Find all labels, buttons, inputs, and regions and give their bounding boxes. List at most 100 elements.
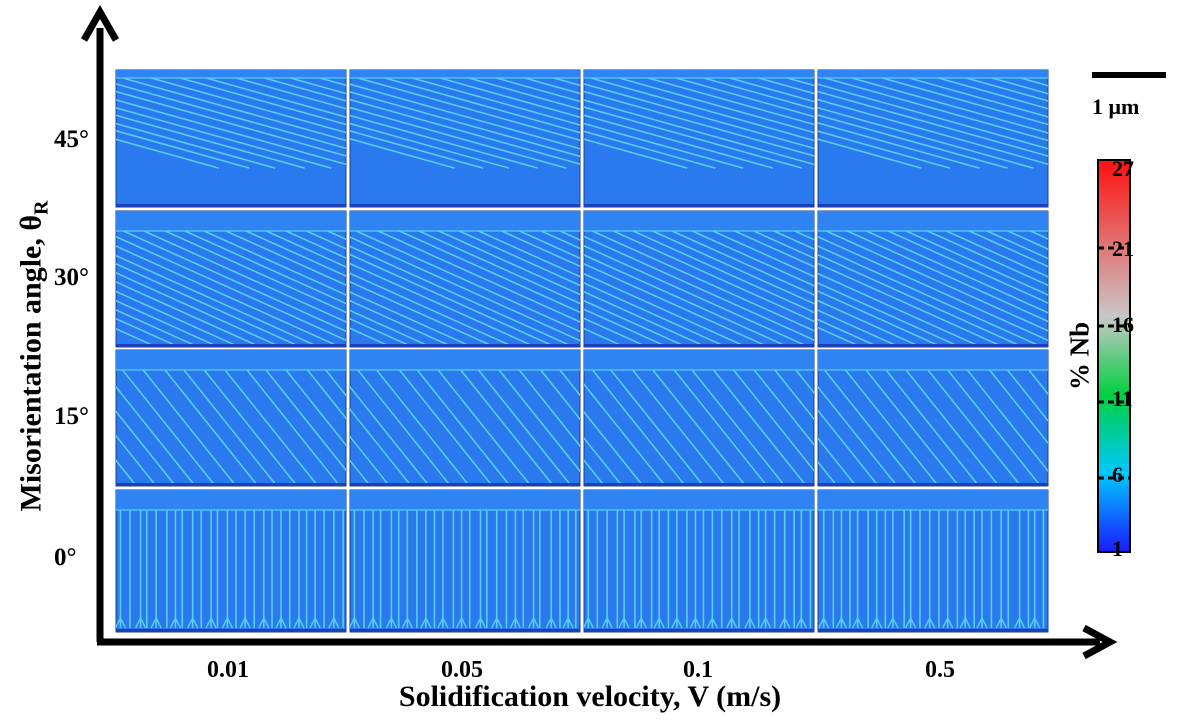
- cell-boundary: [116, 290, 242, 347]
- cell-boundary: [164, 369, 259, 486]
- cell-boundary: [1078, 78, 1177, 168]
- cell-boundary: [350, 459, 372, 486]
- cell-boundary: [477, 369, 573, 486]
- sim-panel-theta30-v0.05: [349, 210, 581, 348]
- colorbar-title: % Nb: [1064, 321, 1095, 391]
- cell-boundary: [116, 459, 138, 486]
- cell-boundary: [350, 299, 455, 347]
- cell-boundary: [116, 263, 303, 347]
- cell-boundary: [123, 230, 346, 333]
- cell-boundary: [495, 77, 580, 103]
- cell-boundary: [121, 369, 217, 486]
- cell-boundary: [203, 230, 346, 296]
- cell-boundary: [116, 122, 276, 169]
- cell-boundary: [350, 138, 455, 169]
- cell-boundary: [818, 130, 951, 169]
- cell-boundary: [398, 369, 494, 486]
- cell-boundary: [729, 77, 814, 103]
- cell-boundary: [753, 369, 814, 446]
- cell-boundary: [991, 77, 1048, 95]
- cell-boundary: [584, 383, 667, 486]
- cell-boundary: [584, 410, 645, 486]
- cell-boundary: [399, 230, 580, 314]
- cell-boundary: [753, 230, 814, 259]
- cell-boundary: [116, 281, 263, 347]
- cell-boundary: [818, 385, 899, 486]
- cell-boundary: [584, 130, 716, 169]
- cell-boundary: [825, 230, 1048, 332]
- cell-boundary: [712, 230, 814, 278]
- cell-boundary: [774, 369, 814, 421]
- scale-bar: [1092, 72, 1166, 78]
- cell-boundary: [818, 235, 1048, 342]
- cell-boundary: [584, 291, 709, 347]
- cell-boundary: [116, 410, 177, 486]
- cell-boundary: [377, 230, 580, 323]
- sim-panel-theta30-v0.5: [817, 210, 1049, 348]
- cell-boundary: [437, 369, 532, 486]
- cell-boundary: [584, 272, 749, 347]
- cell-boundary: [478, 230, 580, 278]
- cell-boundary: [350, 114, 539, 169]
- cell-boundary: [584, 99, 814, 166]
- cell-boundary: [350, 253, 558, 347]
- cell-boundary: [584, 122, 744, 169]
- cell-boundary: [350, 385, 431, 486]
- cell-boundary: [590, 77, 814, 142]
- cell-boundary: [116, 99, 346, 166]
- sim-panel-theta0-v0.5: [817, 489, 1049, 633]
- cell-boundary: [851, 77, 1048, 134]
- cell-boundary: [818, 106, 1034, 169]
- cell-boundary: [612, 230, 814, 323]
- cell-boundary: [468, 77, 580, 110]
- colorbar-tick-21: 21: [1112, 236, 1134, 261]
- colorbar: [1097, 159, 1131, 553]
- cell-boundary: [350, 83, 580, 150]
- cell-boundary: [375, 369, 471, 486]
- cell-boundary: [458, 230, 580, 287]
- cell-boundary: [357, 369, 452, 486]
- cell-boundary: [584, 106, 803, 169]
- cell-boundary: [818, 114, 1008, 169]
- cell-boundary: [116, 235, 346, 342]
- cell-boundary: [584, 263, 771, 347]
- cell-boundary: [116, 90, 346, 157]
- cell-boundary: [584, 244, 811, 347]
- sim-panel-theta45-v0.01: [115, 69, 347, 208]
- cell-boundary: [265, 230, 346, 268]
- y-tick-45: 45°: [54, 126, 89, 153]
- cell-boundary: [758, 77, 814, 95]
- cell-boundary: [732, 369, 814, 472]
- scale-bar-label: 1 μm: [1092, 94, 1140, 119]
- x-tick-0.05: 0.05: [441, 657, 483, 683]
- cell-boundary: [1107, 78, 1177, 168]
- cell-boundary: [591, 369, 687, 486]
- sim-panel-theta15-v0.01: [115, 349, 347, 487]
- cell-boundary: [882, 77, 1048, 126]
- cell-boundary: [412, 77, 580, 126]
- sim-panel-theta45-v0.1: [583, 69, 815, 208]
- cell-boundary: [632, 230, 814, 314]
- cell-boundary: [905, 369, 1000, 486]
- y-tick-30: 30°: [54, 264, 89, 291]
- cell-boundary: [150, 77, 346, 134]
- cell-boundary: [498, 369, 580, 473]
- cell-boundary: [290, 77, 346, 95]
- cell-boundary: [116, 254, 321, 347]
- cell-boundary: [945, 230, 1048, 278]
- cell-boundary: [818, 299, 923, 347]
- cell-boundary: [818, 83, 1048, 150]
- cell-boundary: [823, 369, 919, 486]
- x-axis-title: Solidification velocity, V (m/s): [398, 680, 782, 713]
- cell-boundary: [355, 230, 580, 333]
- cell-boundary: [524, 77, 580, 95]
- cell-boundary: [224, 369, 319, 486]
- cell-boundary: [116, 272, 283, 347]
- cell-boundary: [966, 77, 1048, 102]
- cell-boundary: [818, 253, 1025, 347]
- sim-panel-theta45-v0.5: [817, 69, 1177, 208]
- cell-boundary: [885, 369, 980, 486]
- colorbar-tick-16: 16: [1112, 312, 1134, 337]
- cell-boundary: [986, 230, 1048, 260]
